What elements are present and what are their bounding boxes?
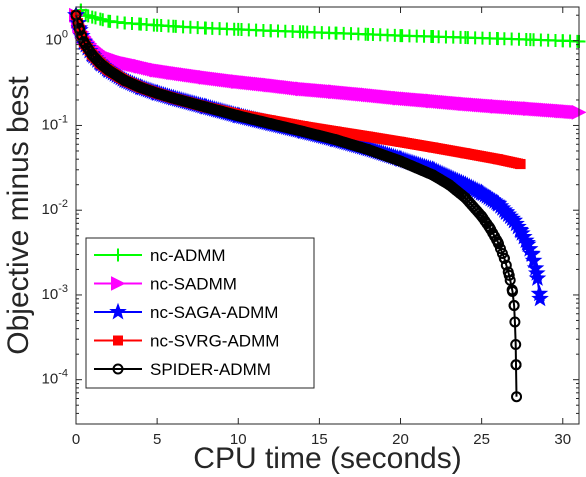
data-point — [531, 289, 549, 307]
x-tick-label: 25 — [473, 431, 490, 448]
legend-marker — [109, 302, 127, 320]
data-point — [509, 316, 521, 328]
trajectory-marker — [570, 34, 584, 48]
trajectory-marker — [74, 24, 86, 36]
y-tick-label: 10-4 — [42, 368, 68, 388]
x-tick-label: 15 — [311, 431, 328, 448]
y-tick-label: 10-3 — [42, 283, 68, 303]
y-tick-label: 10-1 — [42, 113, 68, 133]
trajectory-marker — [510, 359, 522, 371]
trajectory-marker — [96, 13, 110, 27]
legend-entry: nc-ADMM — [94, 246, 226, 265]
x-tick-label: 30 — [554, 431, 571, 448]
trajectory-marker — [88, 11, 102, 25]
plot-frame — [75, 6, 580, 425]
data-point — [511, 391, 523, 403]
trajectory-marker — [506, 284, 518, 296]
x-axis-title: CPU time (seconds) — [193, 442, 461, 475]
x-tick-label: 0 — [72, 431, 80, 448]
y-tick-label: 10-2 — [42, 198, 68, 218]
legend-label: nc-SADMM — [150, 275, 237, 294]
x-tick-label: 5 — [153, 431, 161, 448]
axes-layer — [75, 6, 580, 425]
legend-label: SPIDER-ADMM — [150, 360, 271, 379]
trajectory-marker — [72, 17, 84, 29]
legend-label: nc-SAGA-ADMM — [150, 303, 278, 322]
legend-marker — [113, 335, 123, 346]
ticks-layer: 0 5 10 15 20 25 30 100 10-1 10-2 10-3 10-4 — [42, 7, 579, 448]
legend: nc-ADMM nc-SADMM nc-SAGA-ADMM nc-SVRG-ADMM S… — [85, 237, 315, 389]
legend-marker — [112, 363, 124, 375]
trajectory-marker — [493, 238, 505, 250]
trajectory-marker — [81, 9, 95, 23]
trajectory-marker — [500, 259, 512, 271]
x-tick-label: 20 — [392, 431, 409, 448]
trajectory-marker — [571, 104, 586, 120]
trajectory-marker — [514, 158, 525, 169]
data-point — [510, 339, 522, 351]
legend-label: nc-ADMM — [150, 246, 226, 265]
trajectory-marker — [526, 259, 545, 276]
legend-marker — [111, 276, 126, 291]
legend-entry: nc-SADMM — [94, 275, 237, 294]
trajectory-marker — [508, 300, 520, 312]
trajectory-marker — [494, 243, 506, 255]
trajectory-marker — [528, 269, 547, 286]
y-tick-label: 100 — [45, 29, 68, 49]
legend-entry: nc-SAGA-ADMM — [94, 302, 278, 322]
series-nc-sadmm — [69, 7, 586, 120]
legend-marker — [111, 248, 125, 262]
trajectory-marker — [524, 251, 543, 269]
trajectory-marker — [496, 248, 508, 260]
y-axis-title: Objective minus best — [2, 76, 35, 355]
trajectory-marker — [530, 284, 549, 302]
legend-entry: SPIDER-ADMM — [94, 360, 271, 379]
legend-entry: nc-SVRG-ADMM — [94, 332, 279, 351]
trajectory-marker — [498, 252, 510, 264]
legend-label: nc-SVRG-ADMM — [150, 332, 279, 351]
series-nc-admm — [74, 3, 586, 48]
x-tick-label: 10 — [230, 431, 247, 448]
